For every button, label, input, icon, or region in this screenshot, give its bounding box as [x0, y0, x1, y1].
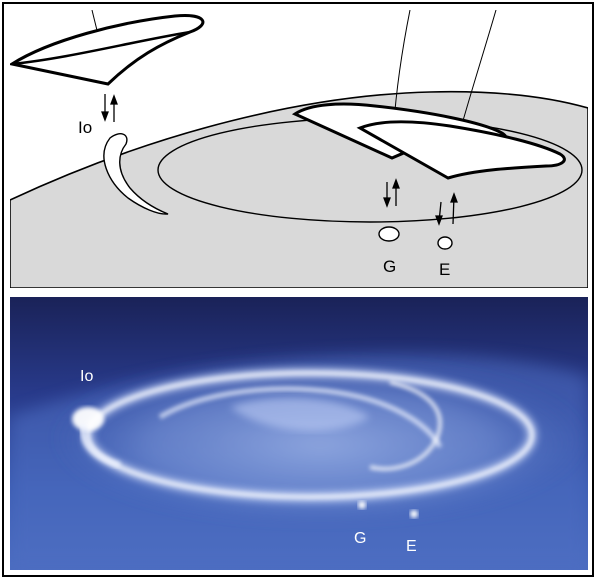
io-current-arrows — [101, 94, 118, 122]
uv-aurora-image-panel: Io G E — [10, 297, 588, 570]
ganymede-current-arrows — [383, 178, 400, 208]
io-footprint — [103, 133, 169, 215]
inner-patch — [230, 397, 370, 431]
photo-label-e: E — [406, 538, 417, 555]
europa-flux-tube — [356, 120, 566, 180]
io-footprint-emission — [72, 407, 104, 431]
diagram-label-g: G — [383, 257, 396, 276]
ganymede-footprint — [378, 226, 400, 242]
photo-label-io: Io — [80, 368, 93, 385]
polar-cap-glow — [60, 357, 580, 517]
io-flux-tube-inner — [11, 30, 191, 66]
uv-aurora-image: Io G E — [10, 297, 588, 570]
photo-label-g: G — [354, 530, 366, 547]
schematic-diagram-panel: Io G E — [10, 10, 588, 288]
main-auroral-oval-core — [86, 371, 534, 499]
diagram-label-io: Io — [78, 118, 92, 137]
ganymede-footprint-emission — [358, 501, 366, 509]
inner-arc-2 — [369, 380, 442, 471]
io-footprint-tail — [80, 424, 121, 468]
europa-footprint — [437, 236, 453, 250]
diagram-label-e: E — [439, 260, 450, 279]
europa-footprint-emission — [410, 510, 418, 518]
inner-arc-1 — [158, 386, 443, 449]
europa-current-arrows — [435, 192, 458, 226]
io-flux-tube — [10, 14, 205, 86]
schematic-diagram: Io G E — [10, 10, 588, 288]
